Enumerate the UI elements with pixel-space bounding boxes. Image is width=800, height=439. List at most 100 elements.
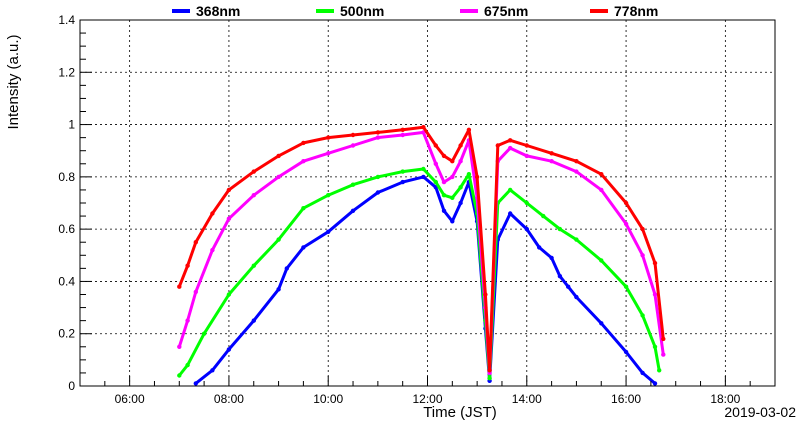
data-point [375, 130, 381, 135]
series-line [194, 175, 656, 385]
data-point [640, 253, 645, 258]
data-point [193, 381, 198, 386]
data-point [276, 237, 281, 242]
data-point [599, 187, 604, 193]
data-point [652, 260, 658, 266]
data-point [375, 135, 381, 140]
data-point [549, 159, 554, 164]
date-label: 2019-03-02 [724, 404, 796, 420]
data-point [251, 263, 256, 268]
data-point [350, 143, 356, 148]
data-point [326, 229, 331, 234]
data-point [541, 213, 546, 219]
data-point [450, 195, 455, 200]
data-point [441, 208, 447, 213]
data-point [276, 174, 281, 180]
data-point [623, 284, 629, 289]
y-tick-label: 1 [68, 118, 75, 132]
data-point [640, 313, 645, 318]
data-series [177, 125, 666, 386]
data-point [652, 344, 658, 349]
y-tick-label: 1.2 [58, 65, 75, 79]
x-tick-label: 12:00 [412, 392, 442, 406]
data-point [350, 132, 356, 138]
data-point [441, 179, 447, 185]
data-point [441, 153, 447, 159]
y-tick-label: 0.4 [58, 274, 75, 288]
legend-label: 778nm [614, 3, 658, 19]
data-point [185, 263, 190, 268]
data-point [350, 208, 356, 213]
data-point [350, 182, 356, 187]
data-point [185, 318, 190, 323]
data-point [574, 294, 579, 300]
data-point [652, 381, 658, 386]
data-point [657, 368, 662, 373]
x-axis-title: Time (JST) [423, 404, 497, 421]
data-point [276, 153, 281, 159]
data-point [433, 179, 438, 185]
data-point [466, 127, 472, 132]
data-point [226, 347, 232, 352]
data-point [375, 190, 381, 195]
data-point [210, 247, 215, 253]
data-point [599, 172, 604, 177]
data-point [400, 127, 405, 132]
data-point [495, 143, 500, 148]
series-368nm [193, 174, 658, 386]
data-point [450, 159, 455, 164]
y-axis-title: Intensity (a.u.) [5, 34, 22, 129]
data-point [483, 292, 488, 297]
data-point [524, 200, 529, 206]
data-point [458, 200, 463, 206]
y-tick-label: 0 [68, 379, 75, 393]
data-point [466, 172, 472, 177]
axis-ticks: 06:00 08:00 10:00 12:00 14:00 16:00 18:00 0 0.2 0… [58, 13, 776, 406]
legend-label: 368nm [196, 3, 240, 19]
data-point [226, 216, 232, 221]
data-point [458, 143, 463, 148]
data-point [433, 143, 438, 148]
data-point [251, 169, 256, 174]
data-point [226, 292, 232, 297]
data-point [421, 125, 426, 130]
series-675nm [177, 130, 666, 376]
data-point [185, 362, 190, 368]
data-point [421, 174, 426, 180]
data-point [508, 187, 513, 193]
data-point [276, 287, 281, 292]
data-point [458, 159, 463, 164]
data-point [326, 135, 331, 140]
data-point [508, 138, 513, 143]
data-point [661, 336, 666, 342]
y-tick-label: 1.4 [58, 13, 75, 27]
data-point [177, 344, 182, 349]
data-point [652, 292, 658, 297]
data-point [623, 200, 629, 206]
data-point [375, 174, 381, 180]
data-point [458, 185, 463, 190]
data-point [210, 211, 215, 216]
data-point [326, 151, 331, 156]
data-point [599, 321, 604, 326]
data-point [301, 206, 306, 211]
x-tick-label: 14:00 [512, 392, 542, 406]
data-point [549, 151, 554, 156]
series-778nm [177, 125, 666, 373]
data-point [251, 193, 256, 198]
grid-lines [80, 20, 775, 386]
data-point [474, 174, 480, 180]
legend-item: 675nm [460, 3, 528, 19]
data-point [284, 266, 289, 271]
data-point [450, 219, 455, 224]
data-point [574, 159, 579, 164]
data-point [623, 349, 629, 355]
data-point [574, 237, 579, 242]
data-point [301, 159, 306, 164]
data-point [193, 289, 198, 295]
legend-label: 675nm [484, 3, 528, 19]
x-tick-label: 18:00 [710, 392, 740, 406]
data-point [537, 245, 542, 250]
data-point [549, 255, 554, 261]
